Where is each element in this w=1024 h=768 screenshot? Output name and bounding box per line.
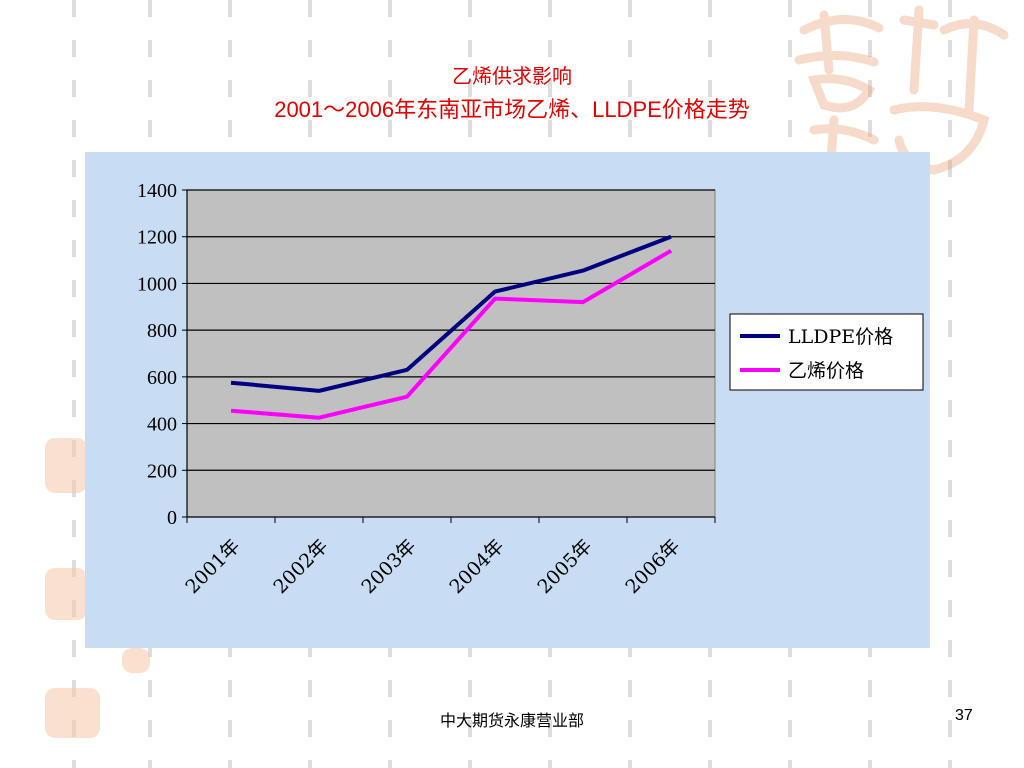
y-tick-label: 1400	[137, 180, 177, 202]
y-tick-label: 600	[147, 367, 177, 389]
chart-panel: 0 200 400 600 800 1000 1200 1400 2001年 2002年 2003年…	[85, 152, 930, 648]
page-number: 37	[955, 707, 973, 724]
x-tick-label: 2004年	[445, 535, 508, 598]
footer-text: 中大期货永康营业部	[439, 713, 584, 730]
line-chart: 0 200 400 600 800 1000 1200 1400 2001年 2002年 2003年…	[137, 180, 924, 598]
x-tick-label: 2005年	[533, 535, 596, 598]
background-pattern	[72, 0, 76, 768]
y-tick-label: 1200	[137, 227, 177, 249]
decorative-seal	[122, 648, 150, 673]
x-tick-label: 2002年	[269, 535, 332, 598]
y-tick-label: 0	[167, 507, 177, 529]
legend-box	[729, 313, 924, 391]
x-tick-label: 2001年	[181, 535, 244, 598]
y-tick-label: 200	[147, 460, 177, 482]
x-tick-label: 2006年	[621, 535, 684, 598]
decorative-seal	[45, 568, 87, 620]
legend-label: 乙烯价格	[788, 360, 864, 382]
slide-title: 乙烯供求影响	[452, 66, 572, 88]
y-tick-label: 800	[147, 320, 177, 342]
legend-label: LLDPE价格	[788, 326, 893, 348]
decorative-seal	[45, 688, 100, 738]
decorative-seal	[45, 438, 87, 493]
slide-subtitle: 2001～2006年东南亚市场乙烯、LLDPE价格走势	[274, 97, 750, 122]
plot-area	[186, 189, 716, 518]
series-line-1	[230, 234, 672, 393]
y-tick-label: 1000	[137, 273, 177, 295]
y-tick-label: 400	[147, 414, 177, 436]
x-tick-label: 2003年	[357, 535, 420, 598]
background-pattern	[948, 0, 952, 768]
series-line-2	[230, 249, 673, 420]
